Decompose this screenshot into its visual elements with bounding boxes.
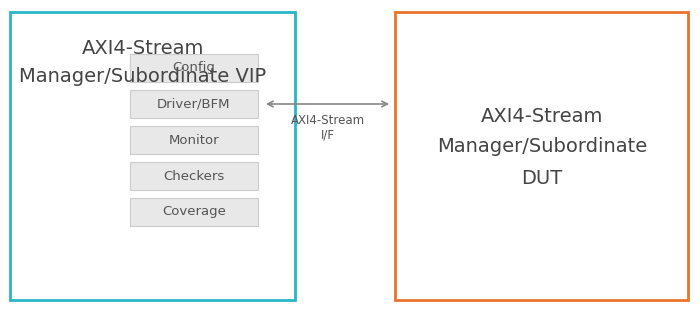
Text: AXI4-Stream
Manager/Subordinate VIP: AXI4-Stream Manager/Subordinate VIP — [20, 38, 267, 86]
Bar — [10, 12, 295, 300]
Bar — [130, 126, 258, 154]
Text: AXI4-Stream
I/F: AXI4-Stream I/F — [291, 114, 365, 142]
Bar — [130, 162, 258, 190]
Text: Coverage: Coverage — [162, 206, 226, 219]
Text: Driver/BFM: Driver/BFM — [158, 98, 231, 110]
Bar — [130, 54, 258, 82]
Bar — [130, 90, 258, 118]
Text: Config: Config — [173, 61, 216, 74]
Text: Monitor: Monitor — [169, 134, 219, 147]
Bar — [130, 198, 258, 226]
Text: AXI4-Stream
Manager/Subordinate
DUT: AXI4-Stream Manager/Subordinate DUT — [437, 107, 647, 188]
Text: Checkers: Checkers — [163, 170, 225, 183]
Bar — [395, 12, 688, 300]
